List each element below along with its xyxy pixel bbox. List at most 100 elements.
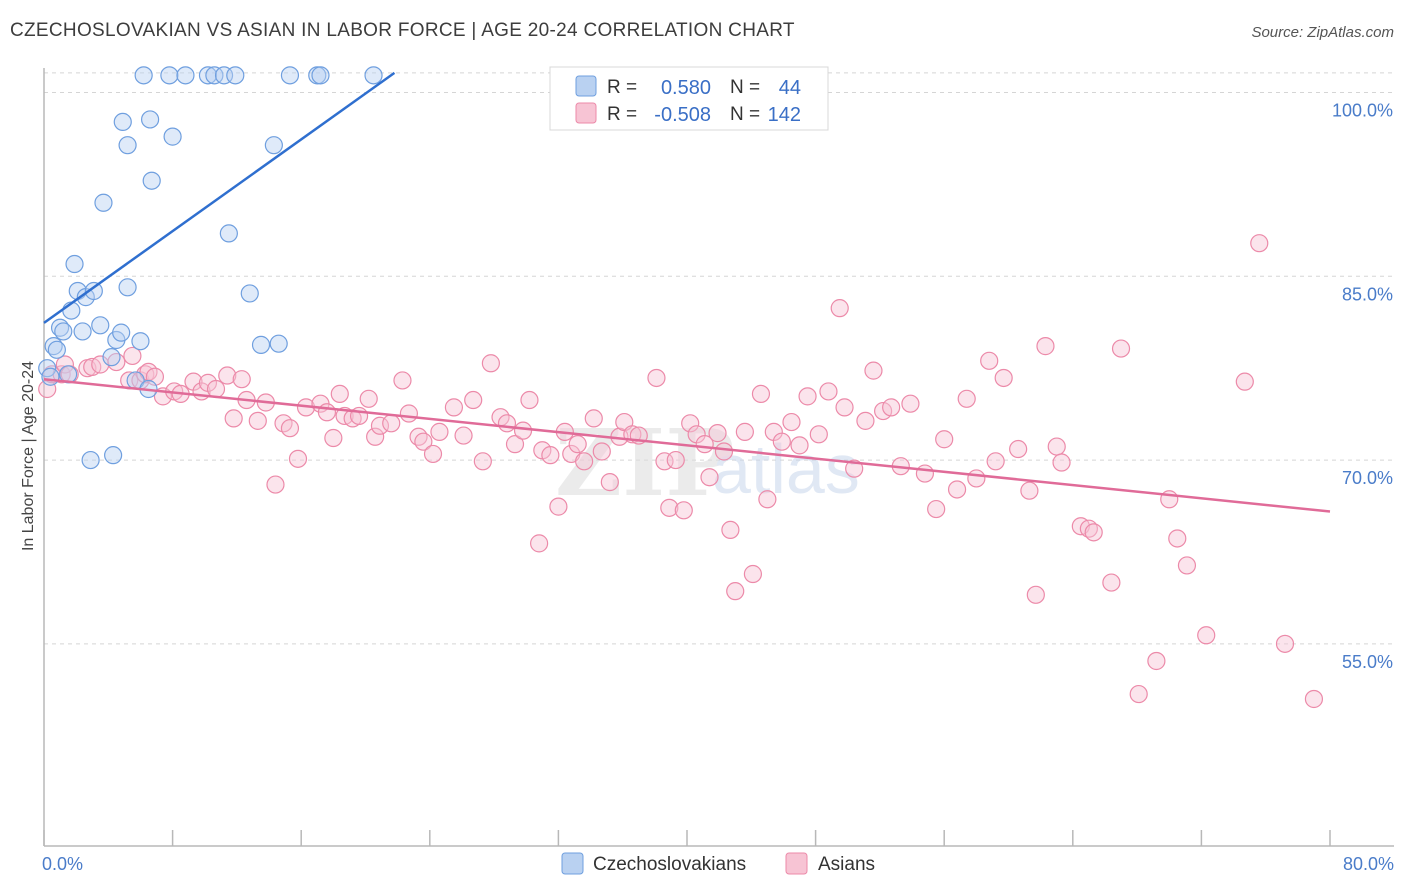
- czech-point: [112, 323, 131, 342]
- asian-point: [1102, 573, 1121, 592]
- asian-point: [600, 473, 619, 492]
- asian-point: [830, 299, 849, 318]
- asian-points: [38, 234, 1324, 709]
- czech-point: [65, 254, 84, 274]
- czech-point: [205, 66, 224, 85]
- asian-point: [218, 366, 237, 385]
- asian-point: [513, 421, 533, 440]
- asian-point: [497, 414, 517, 433]
- asian-point: [1250, 234, 1269, 253]
- asian-point: [1177, 556, 1197, 575]
- series-legend-label-asian: Asians: [818, 854, 875, 875]
- series-legend-swatch-czech: [561, 852, 584, 875]
- asian-point: [758, 490, 777, 509]
- czech-points: [38, 66, 383, 470]
- asian-point: [700, 468, 719, 487]
- asian-point: [414, 432, 433, 451]
- asian-point: [1052, 453, 1071, 472]
- asian-point: [994, 368, 1013, 388]
- asian-point: [935, 430, 954, 449]
- series-legend: Czechoslovakians Asians: [561, 852, 875, 875]
- svg-text:ZIP: ZIP: [555, 409, 734, 517]
- asian-point: [481, 354, 500, 373]
- asian-point: [674, 501, 693, 520]
- asian-point: [370, 416, 390, 435]
- legend-r-value-czech: 0.580: [661, 77, 711, 99]
- y-tick-labels: 55.0% 70.0% 85.0% 100.0%: [1332, 101, 1393, 672]
- asian-point: [473, 452, 492, 471]
- legend-swatch-czech: [575, 75, 597, 97]
- legend-r-value-asian: -0.508: [654, 104, 711, 126]
- czech-point: [113, 112, 132, 132]
- asian-point: [505, 435, 525, 454]
- asian-point: [845, 459, 864, 478]
- zipatlas-watermark: ZIP atlas: [555, 409, 860, 517]
- asian-point: [568, 435, 587, 454]
- czech-point: [140, 110, 160, 129]
- asian-point: [798, 387, 817, 406]
- legend-swatch-asian: [575, 102, 597, 124]
- asian-point: [947, 480, 967, 499]
- asian-point: [681, 414, 700, 433]
- asian-point: [549, 497, 568, 516]
- czech-point: [364, 66, 383, 85]
- czech-point: [198, 66, 218, 85]
- asian-point: [324, 428, 343, 448]
- asian-point: [224, 409, 243, 428]
- asian-point: [575, 452, 594, 471]
- asian-point: [980, 351, 999, 370]
- asian-point: [248, 411, 267, 430]
- asian-point: [330, 384, 349, 404]
- asian-point: [647, 368, 666, 388]
- legend-n-label-asian: N =: [730, 104, 760, 125]
- czech-point: [47, 340, 66, 359]
- asian-point: [206, 379, 226, 399]
- svg-text:atlas: atlas: [712, 430, 860, 508]
- czech-point: [102, 348, 121, 367]
- asian-point: [266, 475, 285, 494]
- czech-point: [41, 367, 60, 386]
- asian-point: [1275, 634, 1295, 653]
- asian-point: [708, 424, 727, 443]
- asian-point: [986, 452, 1005, 471]
- asian-point: [1168, 529, 1187, 548]
- series-legend-label-czech: Czechoslovakians: [593, 854, 746, 875]
- asian-point: [382, 414, 401, 433]
- czech-point: [264, 136, 283, 155]
- asian-point: [666, 450, 685, 470]
- asian-point: [123, 346, 142, 366]
- asian-point: [735, 422, 754, 441]
- czech-trend-line: [43, 71, 396, 324]
- czech-point: [142, 171, 161, 190]
- y-axis-label: In Labor Force | Age 20-24: [20, 361, 37, 551]
- asian-point: [1147, 651, 1166, 671]
- czech-point: [54, 322, 73, 341]
- czech-point: [251, 335, 271, 354]
- czech-point: [163, 127, 182, 146]
- asian-point: [232, 370, 251, 389]
- asian-point: [772, 432, 791, 451]
- czech-point: [104, 446, 123, 465]
- czech-point: [118, 136, 137, 155]
- stats-legend: R = 0.580 N = 44 R = -0.508 N = 142: [549, 66, 829, 131]
- asian-point: [1026, 585, 1045, 604]
- asian-point: [1304, 689, 1324, 709]
- asian-point: [782, 412, 801, 432]
- asian-point: [288, 449, 308, 468]
- asian-point: [423, 444, 443, 464]
- asian-point: [1084, 523, 1103, 542]
- asian-point: [901, 394, 920, 413]
- series-legend-swatch-asian: [785, 852, 808, 875]
- asian-point: [927, 499, 946, 519]
- asian-point: [399, 404, 419, 423]
- asian-point: [454, 426, 473, 445]
- asian-point: [1047, 437, 1066, 456]
- legend-n-label-czech: N =: [730, 77, 760, 98]
- legend-n-value-czech: 44: [779, 77, 801, 99]
- asian-trend-line: [43, 377, 1331, 513]
- asian-point: [393, 371, 412, 390]
- asian-point: [721, 520, 740, 539]
- asian-point: [743, 564, 763, 584]
- asian-point: [1020, 481, 1039, 500]
- czech-point: [118, 278, 137, 297]
